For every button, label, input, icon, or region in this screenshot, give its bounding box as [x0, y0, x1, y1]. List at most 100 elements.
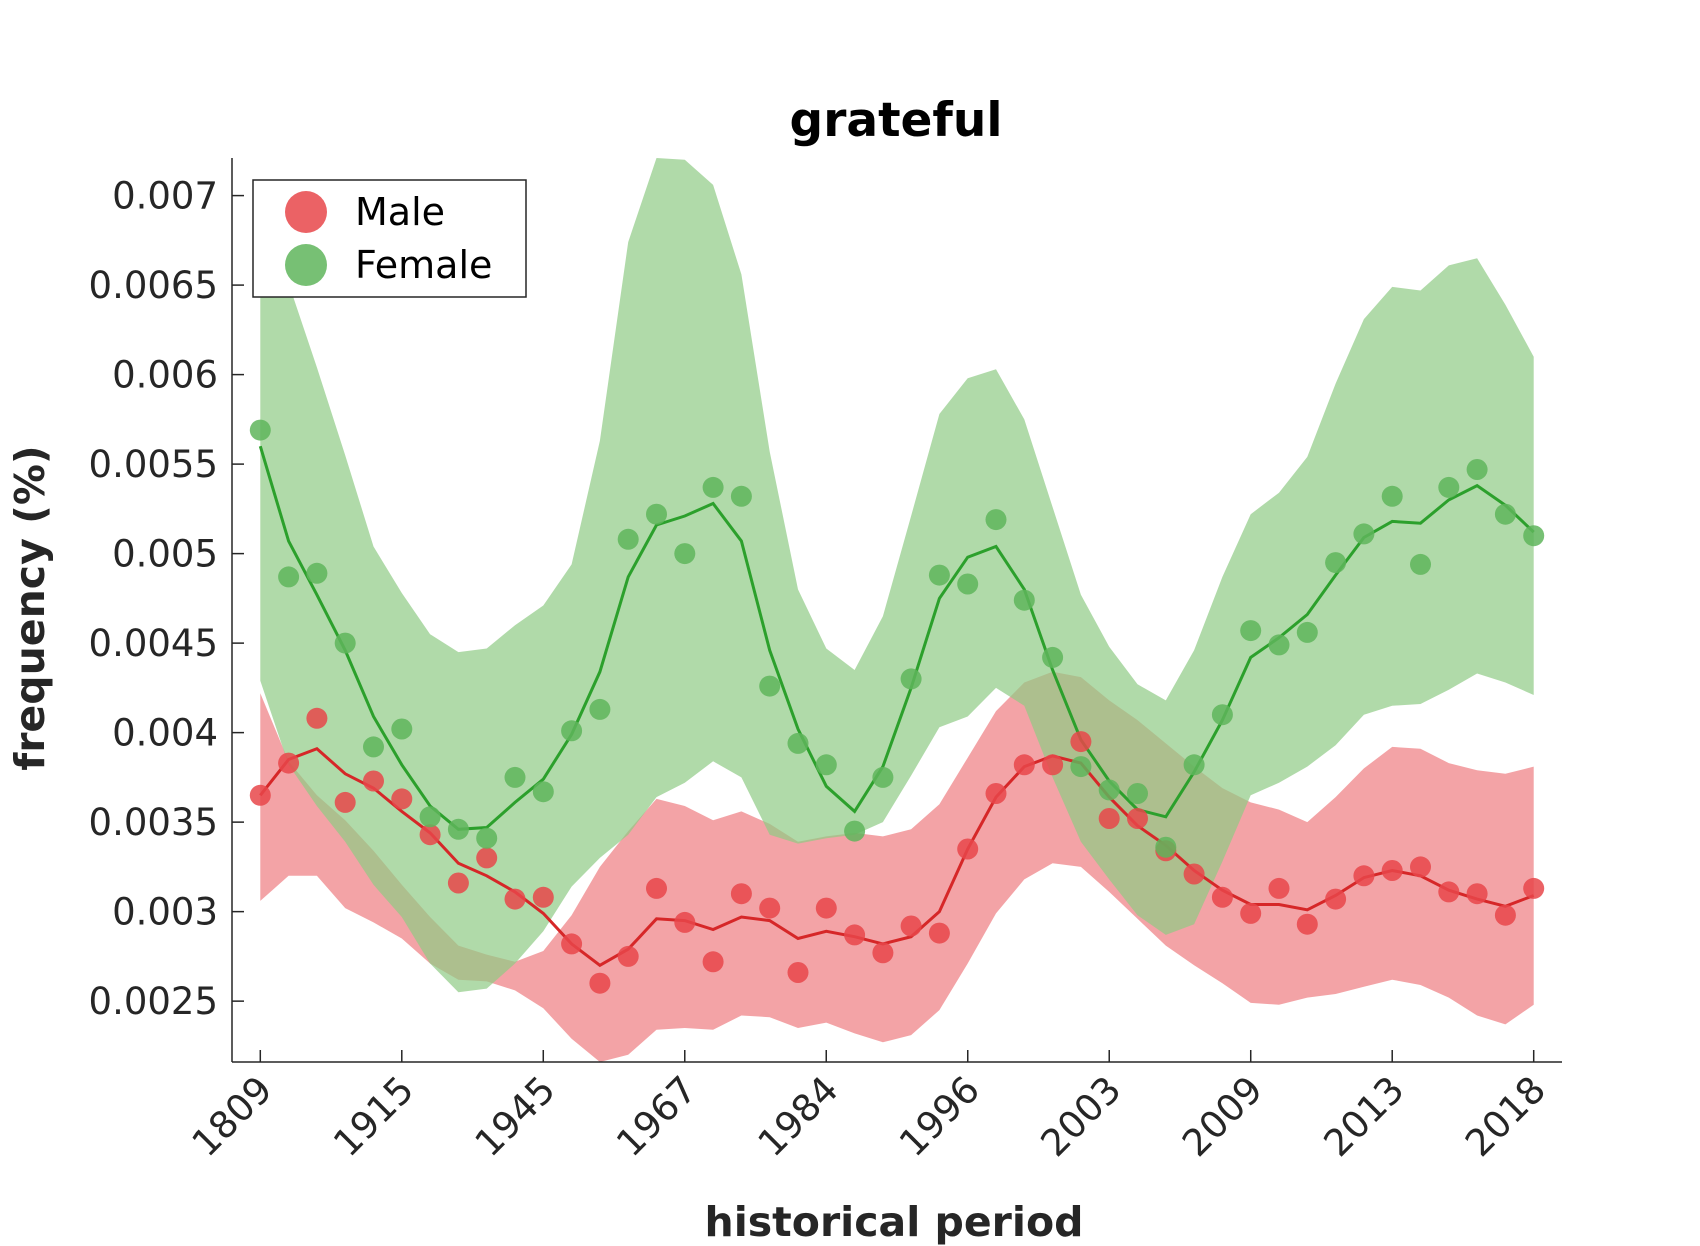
female-data-point — [617, 528, 639, 550]
male-data-point — [363, 770, 384, 792]
y-tick-label: 0.003 — [112, 891, 218, 934]
y-tick-label: 0.005 — [112, 533, 218, 576]
male-data-point — [1523, 877, 1545, 899]
female-data-point — [1296, 621, 1318, 643]
x-axis-label: historical period — [705, 1198, 1084, 1246]
female-data-point — [447, 818, 469, 840]
female-data-point — [334, 632, 356, 654]
female-data-point — [1268, 634, 1290, 656]
male-data-point — [532, 886, 554, 908]
legend-marker-female — [285, 244, 327, 286]
male-data-point — [391, 788, 413, 810]
male-trend-line — [259, 746, 1535, 968]
y-tick-label: 0.006 — [112, 354, 218, 397]
female-data-point — [1381, 485, 1403, 507]
female-data-point — [900, 668, 922, 690]
female-data-point — [1466, 459, 1488, 480]
female-data-point — [787, 732, 809, 754]
male-data-point — [957, 838, 979, 860]
x-tick-label: 1967 — [608, 1068, 705, 1165]
male-confidence-band — [260, 671, 1534, 1062]
female-data-point — [646, 503, 667, 525]
female-data-point — [363, 736, 384, 758]
male-data-point — [787, 962, 809, 983]
x-tick-label: 1945 — [467, 1068, 564, 1165]
male-data-point — [419, 824, 441, 846]
y-tick-label: 0.0035 — [89, 801, 218, 844]
female-data-point — [504, 766, 526, 788]
male-data-point — [844, 924, 866, 946]
female-data-point — [1098, 779, 1120, 801]
male-data-point — [447, 872, 469, 894]
female-data-point — [589, 698, 611, 720]
male-data-point — [702, 951, 724, 973]
x-tick-label: 1809 — [184, 1068, 281, 1165]
male-data-point — [1410, 856, 1431, 878]
female-data-point — [249, 419, 271, 441]
female-data-point — [1523, 525, 1545, 547]
male-data-point — [249, 784, 271, 806]
female-data-point — [985, 509, 1007, 531]
male-data-point — [617, 945, 639, 967]
male-data-point — [815, 897, 837, 919]
y-tick-label: 0.0055 — [89, 443, 218, 486]
female-data-point — [1042, 646, 1064, 668]
male-data-point — [1325, 888, 1347, 910]
female-data-point — [844, 820, 866, 842]
female-trend-line — [258, 445, 1535, 831]
x-tick-label: 1984 — [750, 1068, 847, 1165]
female-data-point — [957, 573, 979, 595]
male-data-point — [1296, 913, 1318, 935]
male-data-point — [1127, 808, 1148, 829]
male-data-point — [1494, 904, 1516, 926]
female-data-point — [561, 720, 583, 742]
female-data-point — [730, 485, 752, 507]
y-tick-label: 0.0045 — [89, 622, 218, 665]
female-data-point — [306, 562, 328, 584]
male-data-point — [589, 972, 611, 994]
female-data-point — [928, 564, 950, 586]
x-tick-label: 2009 — [1174, 1068, 1271, 1165]
female-data-point — [1325, 552, 1347, 574]
data-points — [249, 419, 1545, 994]
female-data-point — [278, 566, 300, 588]
legend-marker-male — [285, 191, 327, 233]
x-tick-label: 2018 — [1457, 1068, 1554, 1165]
male-data-point — [306, 707, 328, 729]
female-data-point — [759, 675, 781, 697]
male-data-point — [928, 922, 950, 944]
smoothed-lines — [258, 445, 1535, 968]
male-data-point — [759, 897, 781, 919]
male-data-point — [1211, 886, 1233, 908]
female-confidence-band — [260, 158, 1534, 993]
male-data-point — [1070, 731, 1092, 753]
female-data-point — [1211, 704, 1233, 726]
x-tick-label: 2013 — [1316, 1068, 1413, 1165]
male-data-point — [1438, 881, 1460, 903]
legend-label-female: Female — [355, 243, 492, 287]
male-data-point — [1240, 902, 1262, 924]
chart-title: grateful — [790, 93, 1003, 148]
male-data-point — [1268, 877, 1290, 899]
x-tick-label: 1996 — [891, 1068, 988, 1165]
male-data-point — [1353, 865, 1375, 887]
female-data-point — [1183, 754, 1205, 776]
y-tick-label: 0.004 — [112, 712, 218, 755]
female-data-point — [1013, 589, 1035, 611]
female-data-point — [1353, 523, 1375, 545]
male-data-point — [730, 883, 752, 905]
male-data-point — [900, 915, 922, 937]
female-data-point — [391, 718, 413, 740]
legend-label-male: Male — [355, 190, 445, 234]
female-data-point — [872, 766, 894, 788]
female-data-point — [674, 543, 696, 565]
female-data-point — [1127, 783, 1148, 804]
x-tick-label: 1915 — [325, 1068, 422, 1165]
male-data-point — [1013, 754, 1035, 776]
female-data-point — [1410, 553, 1431, 575]
x-tick-label: 2003 — [1033, 1068, 1130, 1165]
male-data-point — [1183, 863, 1205, 885]
female-data-point — [1070, 756, 1092, 778]
confidence-bands — [260, 158, 1534, 1062]
